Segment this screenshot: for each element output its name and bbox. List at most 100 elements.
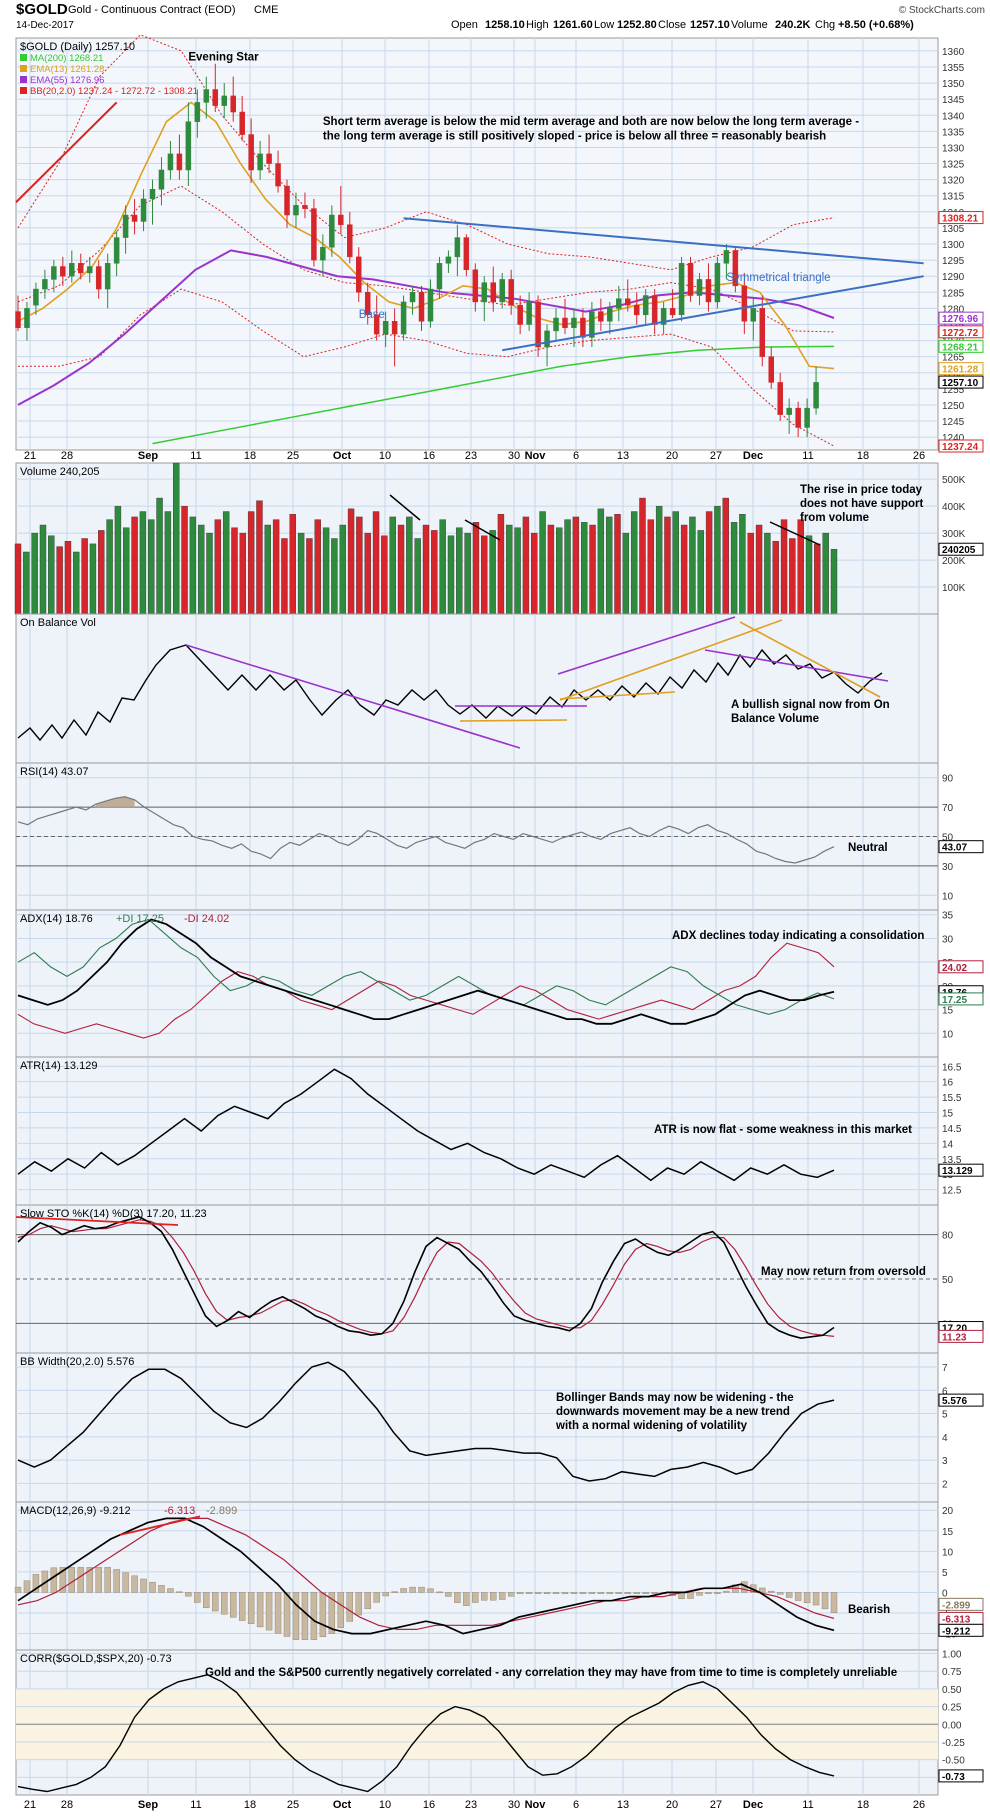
macd-histogram-bar [768,1590,775,1593]
minus-di-line [17,942,835,1039]
candle-body [418,292,425,322]
x-tick-label-top: 26 [913,450,925,462]
candle-body [472,269,479,303]
price-right-label-box [938,362,984,376]
volume-bar [639,497,646,615]
adx-ytick-label: 15 [942,1006,954,1017]
x-tick-label-top: 11 [802,450,813,462]
macd-histogram-bar [534,1592,542,1594]
bbwidth-ytick-label: 3 [942,1456,948,1467]
ma200-line [152,345,835,445]
macd-histogram-bar [382,1592,389,1597]
corr-panel: -0.75-0.50-0.250.000.250.500.751.00CORR(… [15,1649,984,1796]
volume-bar [564,519,571,615]
volume-bar [830,549,838,615]
macd-histogram-bar [95,1567,102,1593]
volume-bar [322,527,330,615]
obv-trend-line [559,619,783,701]
candle-body [571,317,577,328]
macd-histogram-bar [212,1592,219,1612]
volume-bar [356,516,363,615]
x-tick-label-bottom: 16 [423,1799,435,1811]
macd-panel: -10-505101520MACD(12,26,9) -9.212-6.313-… [14,1501,984,1651]
macd-histogram-bar [59,1567,67,1593]
sto-annotation: May now return from oversold [761,1266,926,1278]
x-tick-label-top: 16 [423,450,435,462]
sto-d-line [17,1219,835,1337]
volume-label: Volume [731,19,768,31]
price-legend-entry: EMA(55) 1276.96 [30,75,104,86]
bbwidth-panel: 2 3 4 5 6 7 BB Width(20,2.0) 5.576 Bollinger Ba… [15,1352,984,1503]
x-tick-label-bottom: 13 [617,1799,629,1811]
x-tick-label-top: 30 [508,450,520,462]
macd-histogram-bar [391,1591,398,1593]
instrument-name: Gold - Continuous Contract (EOD) [68,4,236,16]
x-tick-label-bottom: 18 [857,1799,869,1811]
candle-body [275,163,281,187]
price-ytick-label: 1360 [942,47,965,58]
adx-ytick-label: 30 [942,934,954,945]
volume-annotation: The rise in price today [800,484,923,496]
x-tick-label-bottom: 18 [244,1799,256,1811]
candle-body [158,169,165,190]
macd-histogram-bar [310,1592,318,1640]
candle-body [759,308,766,357]
price-annotation: Short term average is below the mid term… [323,116,859,128]
candle-body [140,198,147,222]
x-tick-label-top: 25 [287,450,299,462]
macd-last-label-box [938,1597,984,1611]
candle-body [347,224,353,258]
price-annotation: the long term average is still positivel… [323,130,826,142]
sto-k-line [17,1215,835,1340]
red-support-line [15,101,118,203]
candle-body [553,317,559,332]
volume-bar [222,511,230,615]
price-ytick-label: 1305 [942,224,965,235]
macd-histogram-bar [552,1592,560,1594]
candle-body [651,295,658,325]
x-tick-label-top: 11 [190,450,201,462]
volume-bar [397,524,405,615]
macd-histogram-bar [203,1592,210,1609]
x-tick-label-top: 28 [61,450,73,462]
x-tick-label-bottom: Oct [333,1799,352,1811]
sto-last-label: 11.23 [942,1332,967,1343]
volume-bar [472,522,480,615]
volume-bar [439,519,446,615]
volume-bar [331,538,338,615]
bbwidth-annotation: downwards movement may be a new trend [556,1406,790,1418]
candle-body [33,288,39,306]
obv-line [17,644,883,742]
macd-histogram-bar [615,1592,622,1594]
bbwidth-annotation: Bollinger Bands may now be widening - th… [556,1392,794,1404]
rsi-last-label-box [938,840,984,854]
volume-bar [514,527,521,615]
volume-bar [780,519,788,615]
atr-ytick-label: 15 [942,1109,954,1120]
x-tick-label-top: 6 [573,450,579,462]
volume-bar [547,524,555,615]
price-ytick-label: 1295 [942,256,965,267]
candle-body [481,282,488,303]
price-ytick-label: 1285 [942,288,965,299]
macd-histogram-bar [113,1569,120,1593]
bbwidth-ytick-label: 2 [942,1479,948,1490]
volume-bar [531,532,538,615]
macd-histogram-bar [328,1592,336,1634]
volume-bar [139,511,147,615]
price-legend-entry: $GOLD (Daily) 1257.10 [20,41,135,53]
volume-bar [431,530,438,615]
atr-line [17,1068,835,1182]
volume-bar [14,543,22,615]
volume-bar [506,524,513,615]
low-label: Low [594,19,614,31]
price-legend-entry: EMA(13) 1261.28 [30,64,104,75]
price-right-label-box [938,211,984,225]
x-tick-label-top: Nov [525,450,547,462]
volume-trend-stroke [769,521,821,546]
rsi-ytick-label: 50 [942,833,954,844]
volume-bar [597,508,605,615]
corr-ytick-label: 0.25 [942,1703,962,1714]
price-ytick-label: 1300 [942,240,965,251]
price-right-label-box [938,375,984,389]
